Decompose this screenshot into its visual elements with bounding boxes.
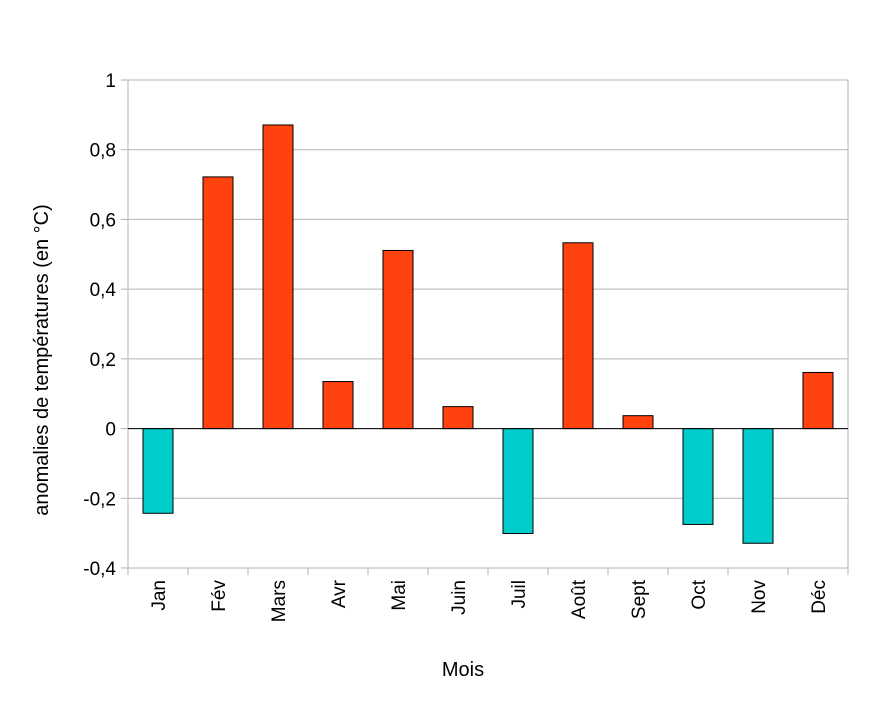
x-tick-label: Juin	[449, 580, 470, 615]
bar-sept	[622, 415, 654, 430]
x-tick-label: Mai	[389, 580, 410, 611]
bar-jan	[142, 428, 174, 514]
bar-juil	[502, 428, 534, 534]
y-tick-label: 0	[105, 420, 116, 441]
x-tick-labels: Jan Fév Mars Avr Mai Juin Juil Août Sept Oct Nov Dé…	[149, 579, 830, 622]
x-axis-title: Mois	[442, 659, 484, 681]
bar-mars	[262, 124, 294, 430]
bar-oct	[682, 428, 714, 525]
x-tick-label: Juil	[509, 580, 530, 609]
bar-août	[562, 242, 594, 430]
bar-avr	[322, 381, 354, 430]
axes	[121, 79, 849, 575]
x-tick-label: Fév	[209, 580, 230, 612]
y-tick-label: 1	[105, 71, 116, 92]
x-tick-label: Août	[569, 579, 590, 619]
x-tick-label: Avr	[329, 579, 350, 608]
y-tick-label: 0,8	[90, 141, 116, 162]
bar-juin	[442, 406, 474, 430]
y-axis-title: anomalies de températures (en °C)	[31, 204, 53, 515]
gridlines	[128, 79, 848, 569]
bars	[142, 124, 834, 544]
y-tick-label: 0,2	[90, 350, 116, 371]
x-tick-label: Déc	[809, 580, 830, 614]
bar-déc	[802, 371, 834, 430]
x-tick-label: Oct	[689, 579, 710, 609]
bar-nov	[742, 428, 774, 544]
x-tick-label: Nov	[749, 580, 770, 614]
bar-mai	[382, 249, 414, 430]
y-tick-label: 0,4	[90, 280, 117, 301]
bar-fév	[202, 176, 234, 430]
x-tick-label: Jan	[149, 580, 170, 611]
x-tick-label: Sept	[629, 579, 650, 619]
x-tick-label: Mars	[269, 580, 290, 622]
y-tick-label: -0,2	[83, 489, 116, 510]
y-tick-labels: -0,4 -0,2 0 0,2 0,4 0,6 0,8 1	[83, 71, 116, 580]
y-tick-label: 0,6	[90, 210, 116, 231]
y-tick-label: -0,4	[83, 559, 116, 580]
